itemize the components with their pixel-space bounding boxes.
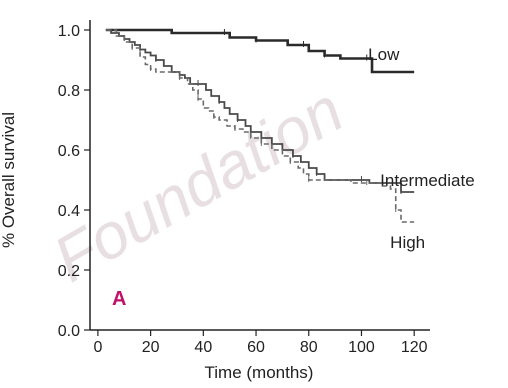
x-tick-label: 40 [194,339,212,356]
x-tick-label: 100 [348,339,375,356]
series-lines: Low Intermediate High [105,28,475,252]
series-line-low [105,28,415,74]
y-tick-label: 0.6 [58,143,80,160]
labels: Time (months) % Overall survival A [0,112,313,382]
x-tick-label: 0 [93,339,102,356]
y-tick-label: 0.0 [58,323,80,340]
axes: 0 20 40 60 80 100 120 0.0 0.2 0.4 0.6 0.8 1.0 [58,20,430,356]
series-label-low: Low [368,45,400,64]
x-tick-label: 80 [300,339,318,356]
y-tick-label: 0.2 [58,263,80,280]
series-label-high: High [390,233,425,252]
x-axis-label: Time (months) [205,363,314,382]
series-label-intermediate: Intermediate [380,171,475,190]
y-axis-label: % Overall survival [0,112,18,248]
series-line-high [105,29,415,223]
panel-label: A [112,288,126,310]
x-tick-label: 60 [247,339,265,356]
svg-text:Foundation: Foundation [41,73,354,295]
x-tick-label: 120 [401,339,428,356]
x-tick-label: 20 [142,339,160,356]
watermark: Foundation [41,73,354,295]
y-tick-label: 0.4 [58,203,80,220]
y-tick-label: 0.8 [58,83,80,100]
y-tick-label: 1.0 [58,23,80,40]
